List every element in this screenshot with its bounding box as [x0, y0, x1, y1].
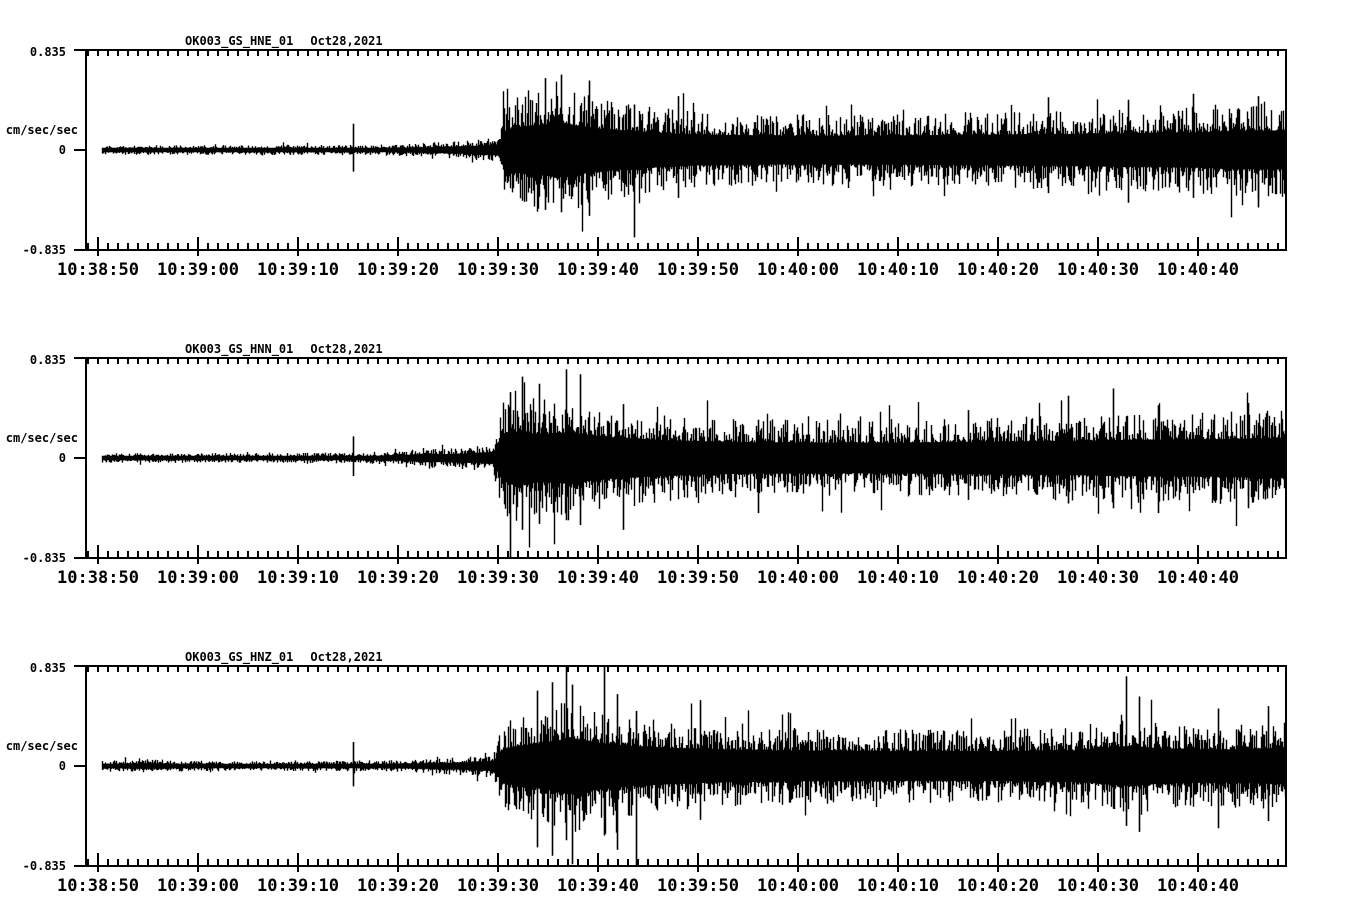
- x-tick-label: 10:40:00: [757, 568, 839, 588]
- plot-title: OK003_GS_HNZ_01 Oct28,2021: [185, 649, 383, 665]
- y-axis-unit-label: cm/sec/sec: [5, 123, 78, 137]
- x-tick-label: 10:39:10: [257, 260, 339, 280]
- plot-frame: [85, 357, 1287, 559]
- y-tick-label-top: 0.835: [29, 45, 66, 59]
- x-tick-label: 10:39:40: [557, 876, 639, 896]
- x-tick-label: 10:39:00: [157, 568, 239, 588]
- y-tick-label-top: 0.835: [29, 661, 66, 675]
- waveform-trace: [101, 699, 1287, 834]
- plot-title: OK003_GS_HNN_01 Oct28,2021: [185, 341, 383, 357]
- waveform-trace: [101, 81, 1287, 232]
- station-channel-label: OK003_GS_HNN_01: [185, 342, 294, 356]
- x-tick-label: 10:38:50: [57, 876, 139, 896]
- x-tick-label: 10:39:10: [257, 876, 339, 896]
- waveform-trace: [101, 382, 1287, 548]
- date-label: Oct28,2021: [310, 342, 383, 356]
- x-tick-label: 10:38:50: [57, 260, 139, 280]
- date-label: Oct28,2021: [310, 34, 383, 48]
- x-tick-label: 10:40:40: [1157, 876, 1239, 896]
- x-tick-label: 10:40:10: [857, 260, 939, 280]
- x-tick-label: 10:40:10: [857, 568, 939, 588]
- y-tick-label-top: 0.835: [29, 353, 66, 367]
- x-tick-label: 10:39:50: [657, 876, 739, 896]
- x-tick-label: 10:39:20: [357, 568, 439, 588]
- x-tick-label: 10:39:30: [457, 568, 539, 588]
- waveform-spikes: [352, 666, 1270, 866]
- y-tick-label-bottom: -0.835: [22, 243, 66, 257]
- station-channel-label: OK003_GS_HNE_01: [185, 34, 294, 48]
- x-tick-label: 10:39:30: [457, 260, 539, 280]
- x-tick-label: 10:40:20: [957, 876, 1039, 896]
- y-tick-label-zero: 0: [58, 759, 66, 773]
- plot-title: OK003_GS_HNE_01 Oct28,2021: [185, 33, 383, 49]
- station-channel-label: OK003_GS_HNZ_01: [185, 650, 294, 664]
- x-tick-label: 10:40:10: [857, 876, 939, 896]
- y-tick-label-zero: 0: [58, 451, 66, 465]
- axis-ticks: [74, 49, 1279, 256]
- plot-frame: [85, 665, 1287, 867]
- axis-ticks: [74, 665, 1279, 872]
- x-tick-label: 10:39:30: [457, 876, 539, 896]
- waveform-spikes: [352, 74, 1260, 238]
- x-tick-label: 10:39:50: [657, 260, 739, 280]
- y-tick-label-zero: 0: [58, 143, 66, 157]
- y-axis-unit-label: cm/sec/sec: [5, 431, 78, 445]
- x-tick-label: 10:40:20: [957, 568, 1039, 588]
- x-tick-label: 10:40:00: [757, 876, 839, 896]
- x-tick-label: 10:39:50: [657, 568, 739, 588]
- x-tick-label: 10:40:00: [757, 260, 839, 280]
- date-label: Oct28,2021: [310, 650, 383, 664]
- x-tick-label: 10:39:20: [357, 876, 439, 896]
- y-tick-label-bottom: -0.835: [22, 859, 66, 873]
- x-tick-label: 10:39:40: [557, 260, 639, 280]
- x-tick-label: 10:39:00: [157, 260, 239, 280]
- x-tick-label: 10:40:40: [1157, 260, 1239, 280]
- x-tick-label: 10:39:20: [357, 260, 439, 280]
- x-tick-label: 10:40:40: [1157, 568, 1239, 588]
- y-tick-label-bottom: -0.835: [22, 551, 66, 565]
- x-tick-label: 10:40:20: [957, 260, 1039, 280]
- axis-ticks: [74, 357, 1279, 564]
- x-tick-label: 10:40:30: [1057, 260, 1139, 280]
- plot-frame: [85, 49, 1287, 251]
- x-tick-label: 10:39:10: [257, 568, 339, 588]
- x-tick-label: 10:39:00: [157, 876, 239, 896]
- y-axis-unit-label: cm/sec/sec: [5, 739, 78, 753]
- waveform-spikes: [352, 369, 1250, 558]
- x-tick-label: 10:40:30: [1057, 568, 1139, 588]
- x-tick-label: 10:40:30: [1057, 876, 1139, 896]
- x-tick-label: 10:39:40: [557, 568, 639, 588]
- x-tick-label: 10:38:50: [57, 568, 139, 588]
